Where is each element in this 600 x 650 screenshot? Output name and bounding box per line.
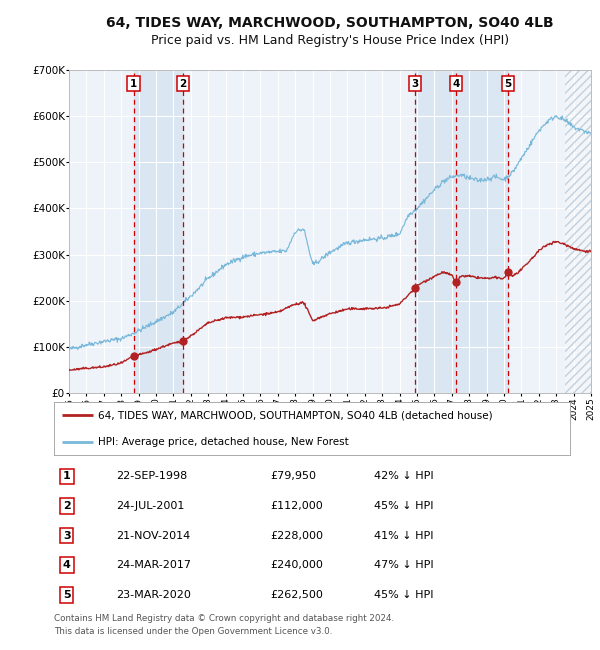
Text: 24-MAR-2017: 24-MAR-2017 <box>116 560 191 570</box>
Text: 2: 2 <box>179 79 187 89</box>
Text: 1: 1 <box>63 471 71 481</box>
Text: 64, TIDES WAY, MARCHWOOD, SOUTHAMPTON, SO40 4LB (detached house): 64, TIDES WAY, MARCHWOOD, SOUTHAMPTON, S… <box>98 410 493 420</box>
Text: £79,950: £79,950 <box>271 471 317 481</box>
Text: This data is licensed under the Open Government Licence v3.0.: This data is licensed under the Open Gov… <box>54 627 332 636</box>
Text: £240,000: £240,000 <box>271 560 323 570</box>
Text: 3: 3 <box>412 79 419 89</box>
Text: £112,000: £112,000 <box>271 501 323 511</box>
Text: Contains HM Land Registry data © Crown copyright and database right 2024.: Contains HM Land Registry data © Crown c… <box>54 614 394 623</box>
Text: 64, TIDES WAY, MARCHWOOD, SOUTHAMPTON, SO40 4LB: 64, TIDES WAY, MARCHWOOD, SOUTHAMPTON, S… <box>106 16 554 31</box>
Text: 47% ↓ HPI: 47% ↓ HPI <box>374 560 434 570</box>
Text: Price paid vs. HM Land Registry's House Price Index (HPI): Price paid vs. HM Land Registry's House … <box>151 34 509 47</box>
Text: 23-MAR-2020: 23-MAR-2020 <box>116 590 191 600</box>
Text: £262,500: £262,500 <box>271 590 323 600</box>
Text: 5: 5 <box>505 79 512 89</box>
Text: 45% ↓ HPI: 45% ↓ HPI <box>374 501 433 511</box>
Bar <box>415 70 508 393</box>
Text: 1: 1 <box>130 79 137 89</box>
Text: 21-NOV-2014: 21-NOV-2014 <box>116 530 190 541</box>
Text: 5: 5 <box>63 590 71 600</box>
Bar <box>565 70 591 393</box>
Text: 22-SEP-1998: 22-SEP-1998 <box>116 471 187 481</box>
Bar <box>565 70 591 393</box>
Text: 3: 3 <box>63 530 71 541</box>
Text: 24-JUL-2001: 24-JUL-2001 <box>116 501 184 511</box>
Text: 4: 4 <box>63 560 71 570</box>
Bar <box>134 70 183 393</box>
Text: 42% ↓ HPI: 42% ↓ HPI <box>374 471 434 481</box>
Text: HPI: Average price, detached house, New Forest: HPI: Average price, detached house, New … <box>98 437 349 447</box>
Text: 41% ↓ HPI: 41% ↓ HPI <box>374 530 433 541</box>
Text: 2: 2 <box>63 501 71 511</box>
Text: £228,000: £228,000 <box>271 530 324 541</box>
Text: 45% ↓ HPI: 45% ↓ HPI <box>374 590 433 600</box>
Text: 4: 4 <box>452 79 460 89</box>
